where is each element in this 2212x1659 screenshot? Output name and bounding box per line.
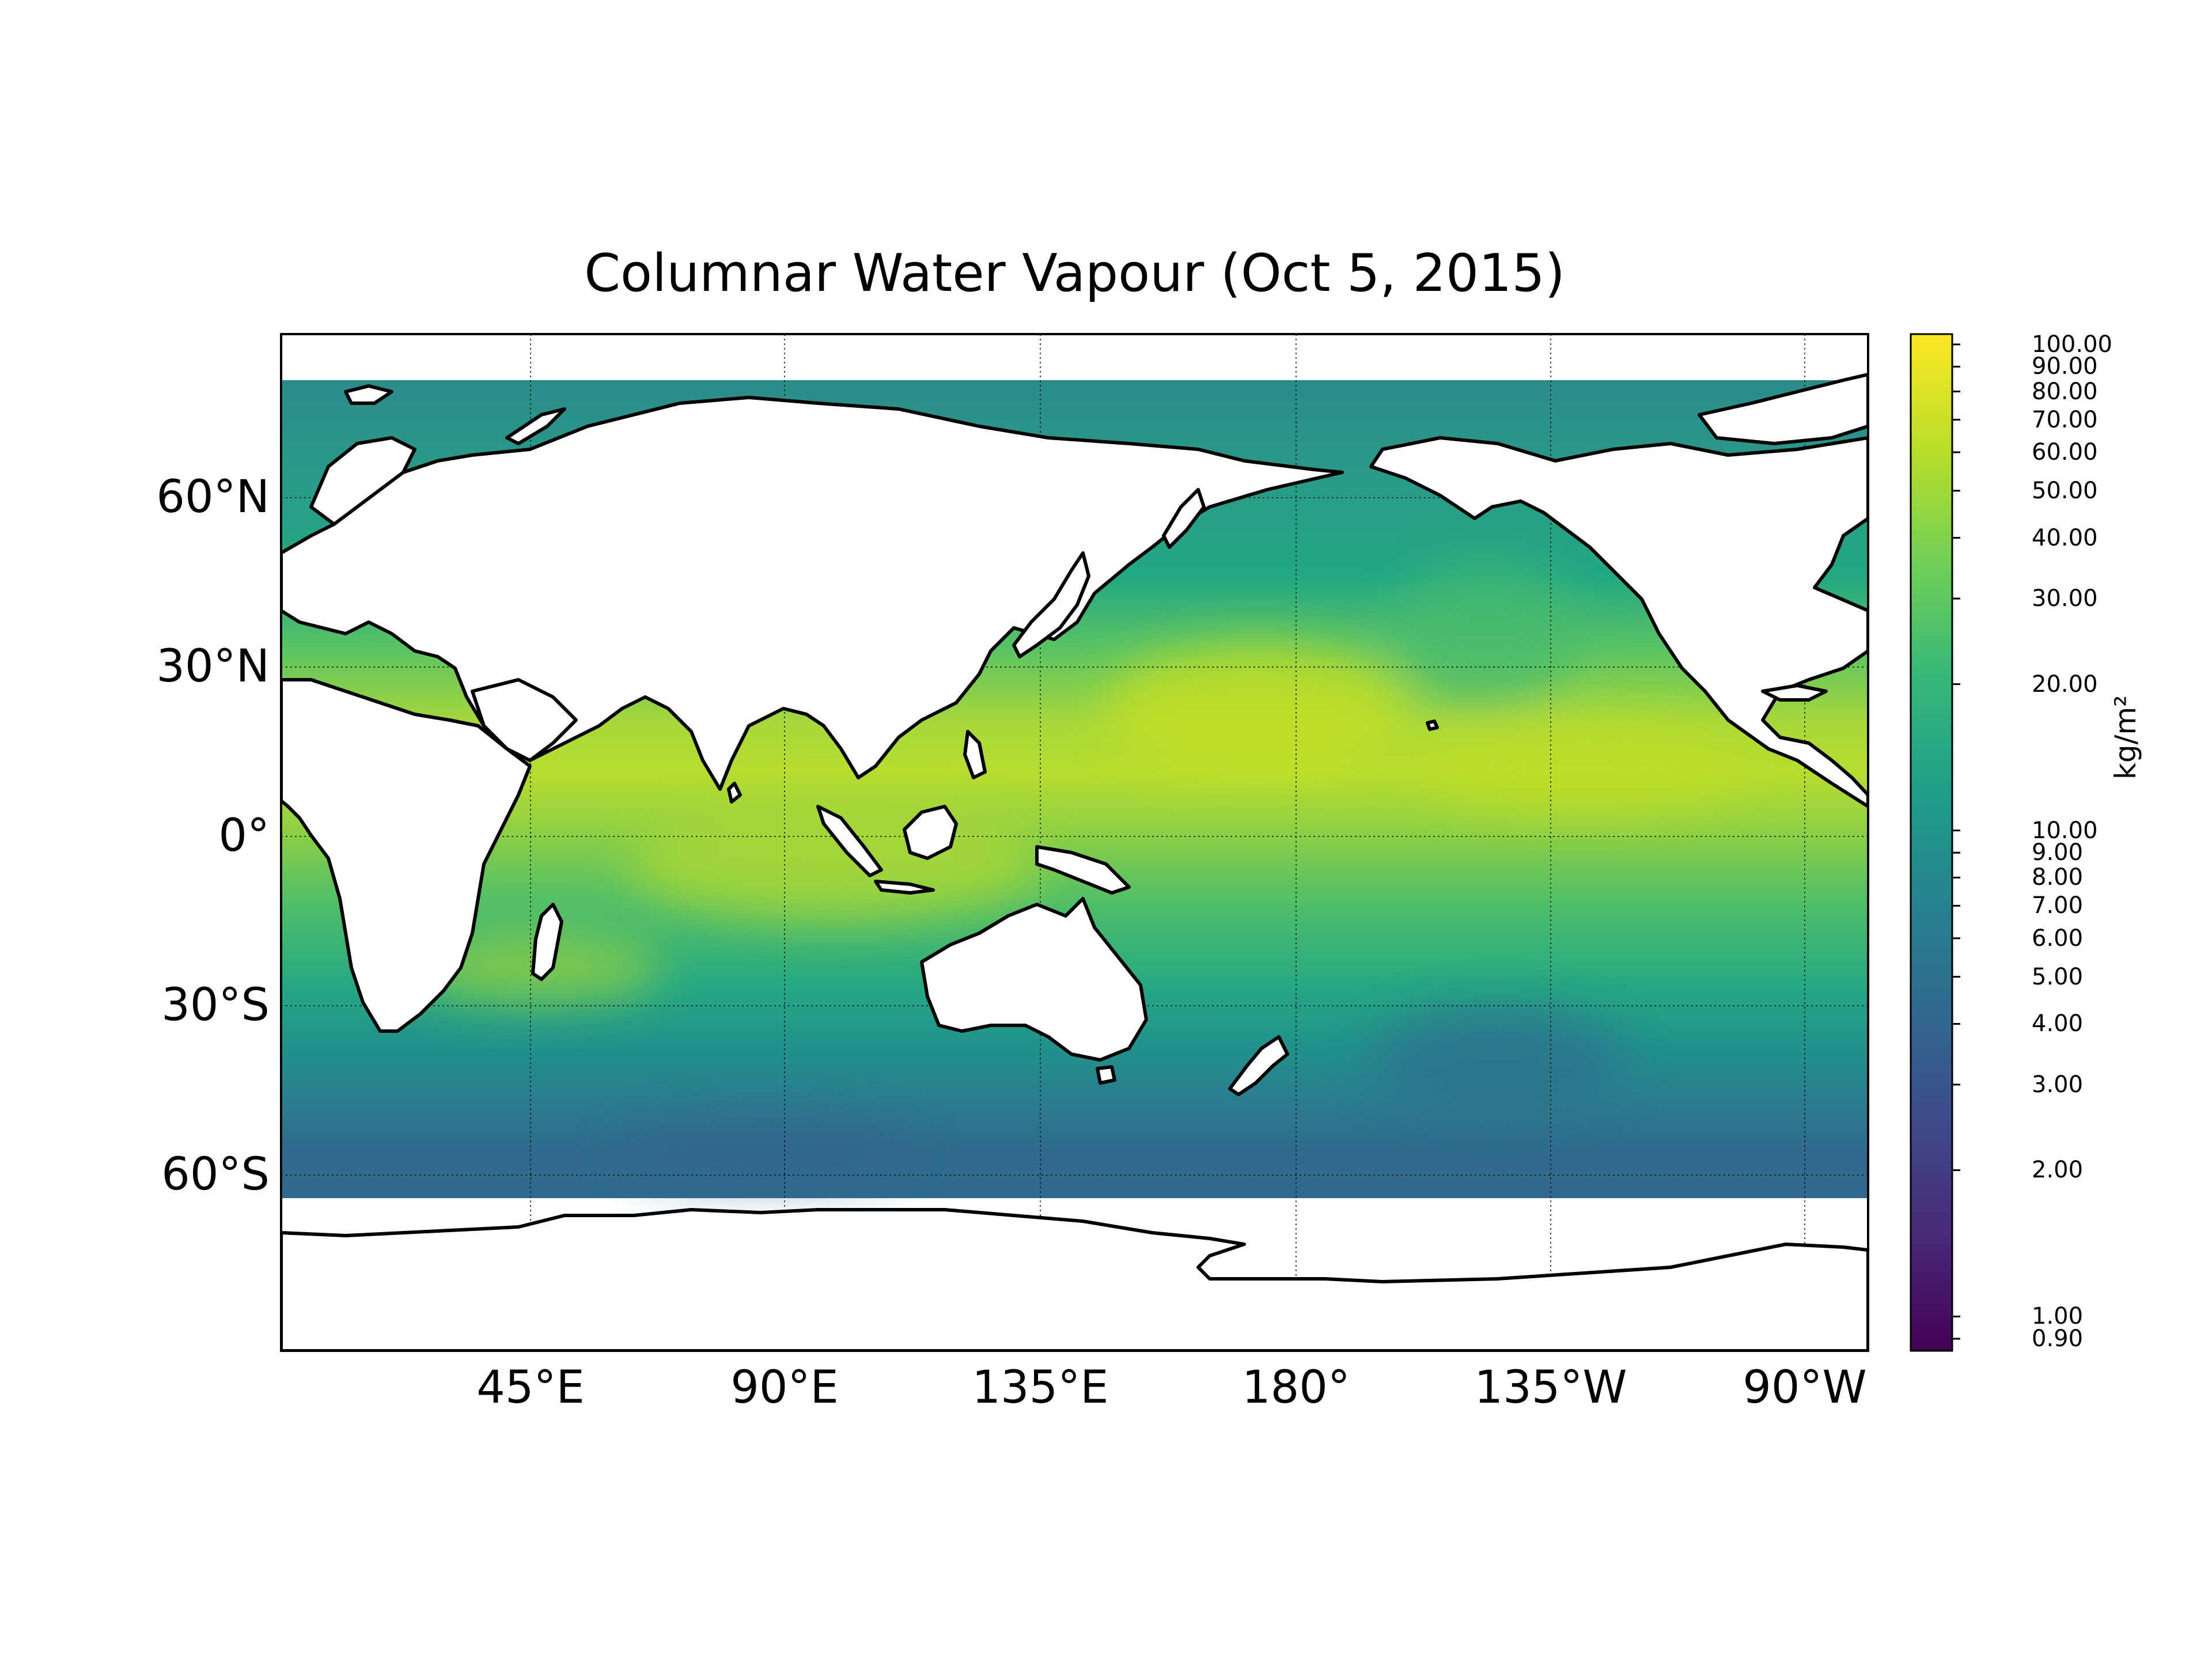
land-japan — [1012, 551, 1090, 658]
land-eurasia — [281, 396, 1344, 791]
land-kamchatka — [1162, 488, 1206, 549]
lat-tick-label: 0° — [218, 810, 270, 862]
land-new-zealand — [1228, 1035, 1289, 1096]
lat-tick-label: 60°N — [156, 471, 270, 523]
land-masses — [281, 373, 1868, 1351]
colorbar-tick-label: 50.00 — [2032, 477, 2098, 504]
colorbar-tick-label: 6.00 — [2032, 925, 2084, 952]
land-novaya-zemlya — [505, 407, 566, 445]
map-data-layer — [281, 334, 1868, 1351]
land-new-guinea — [1035, 845, 1131, 895]
land-arctic-islands — [1698, 373, 1868, 445]
colorbar-tick-label: 20.00 — [2032, 671, 2098, 698]
land-australia — [920, 897, 1148, 1062]
colorbar-tick-label: 9.00 — [2032, 839, 2084, 866]
land-arabia — [471, 678, 578, 762]
land-tasmania — [1096, 1065, 1116, 1085]
land-africa — [281, 678, 532, 1033]
colorbar-tick-label: 100.00 — [2032, 331, 2112, 358]
colorbar-tick-label: 2.00 — [2032, 1157, 2084, 1184]
colorbar-gradient — [1910, 333, 1953, 1352]
land-north-america — [1369, 436, 1868, 808]
lon-tick-label: 135°W — [1474, 1362, 1627, 1414]
lat-tick-label: 60°S — [161, 1149, 270, 1200]
land-borneo — [903, 805, 958, 860]
colorbar-tick-label: 3.00 — [2032, 1071, 2084, 1098]
land-java — [874, 880, 935, 895]
colorbar-tick-label: 80.00 — [2032, 378, 2098, 405]
land-sumatra — [816, 805, 883, 877]
colorbar-tick-label: 90.00 — [2032, 353, 2098, 380]
colorbar — [1910, 333, 1960, 1352]
land-madagascar — [531, 903, 563, 981]
lat-tick-label: 30°S — [161, 979, 270, 1031]
land-antarctica — [281, 1208, 1868, 1351]
colorbar-tick-label: 60.00 — [2032, 439, 2098, 466]
lon-tick-label: 90°E — [730, 1362, 839, 1414]
colorbar-tick-label: 5.00 — [2032, 963, 2084, 990]
lon-tick-label: 90°W — [1743, 1362, 1867, 1414]
colorbar-tick-label: 70.00 — [2032, 406, 2098, 433]
colorbar-tick-label: 0.90 — [2032, 1325, 2084, 1353]
colorbar-tick-label: 10.00 — [2032, 817, 2098, 844]
colorbar-ticks — [1952, 343, 1960, 1340]
colorbar-tick-label: 4.00 — [2032, 1010, 2084, 1037]
land-cuba — [1761, 684, 1828, 702]
lon-tick-label: 135°E — [972, 1362, 1109, 1414]
land-scandinavia — [309, 436, 416, 526]
colorbar-tick-label: 1.00 — [2032, 1303, 2084, 1330]
lon-tick-label: 180° — [1242, 1362, 1350, 1414]
land-svalbard — [344, 384, 393, 405]
map-title: Columnar Water Vapour (Oct 5, 2015) — [584, 243, 1565, 304]
land-sri-lanka — [727, 782, 742, 804]
colorbar-tick-label: 30.00 — [2032, 585, 2098, 612]
colorbar-tick-label: 40.00 — [2032, 524, 2098, 551]
lon-tick-label: 45°E — [476, 1362, 585, 1414]
lat-tick-label: 30°N — [156, 641, 270, 692]
map-axes-frame — [280, 333, 1869, 1352]
land-philippines — [963, 730, 987, 779]
colorbar-label: kg/m² — [2109, 695, 2142, 780]
colorbar-tick-label: 7.00 — [2032, 892, 2084, 919]
colorbar-tick-label: 8.00 — [2032, 864, 2084, 891]
land-hawaii — [1426, 719, 1439, 731]
